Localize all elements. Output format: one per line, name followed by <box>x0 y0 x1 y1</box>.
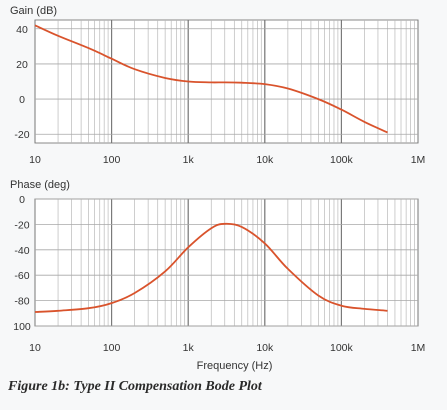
gain-xtick-label: 100 <box>103 154 121 166</box>
gain-xtick-label: 1k <box>183 154 195 166</box>
gain-ytick-label: 40 <box>16 24 28 36</box>
gain-ytick-label: -20 <box>14 129 29 141</box>
gain-xtick-label: 10 <box>29 154 41 166</box>
phase-x-axis-label: Frequency (Hz) <box>197 360 273 372</box>
phase-xtick-label: 10k <box>256 342 274 354</box>
phase-plot-area <box>34 198 419 327</box>
phase-curve <box>34 222 388 313</box>
figure-caption: Figure 1b: Type II Compensation Bode Plo… <box>8 379 262 394</box>
phase-ytick-label: 100 <box>13 321 31 333</box>
phase-ytick-label: -40 <box>14 245 29 257</box>
gain-plot: 40 20 0 -20 10 100 1k 10k 100k 1M Gain (dB) <box>10 5 425 166</box>
gain-xtick-label: 100k <box>330 154 354 166</box>
gain-y-axis-label: Gain (dB) <box>10 5 57 17</box>
phase-y-axis-label: Phase (deg) <box>10 179 70 191</box>
phase-ytick-label: -80 <box>14 296 29 308</box>
gain-xtick-label: 10k <box>256 154 274 166</box>
gain-xtick-label: 1M <box>411 154 426 166</box>
phase-xtick-label: 100 <box>103 342 121 354</box>
phase-xtick-label: 1k <box>183 342 195 354</box>
phase-ytick-label: -20 <box>14 219 29 231</box>
phase-xtick-label: 10 <box>29 342 41 354</box>
phase-xtick-label: 100k <box>330 342 354 354</box>
gain-plot-area <box>34 19 419 144</box>
gain-ytick-label: 0 <box>19 94 25 106</box>
gain-ytick-label: 20 <box>16 59 28 71</box>
phase-plot: 0 -20 -40 -60 -80 100 10 100 1k 10k 100k 1M Phase (d… <box>10 179 425 372</box>
phase-ytick-label: 0 <box>19 194 25 206</box>
gain-curve <box>34 24 388 134</box>
phase-ytick-label: -60 <box>14 270 29 282</box>
phase-xtick-label: 1M <box>411 342 426 354</box>
